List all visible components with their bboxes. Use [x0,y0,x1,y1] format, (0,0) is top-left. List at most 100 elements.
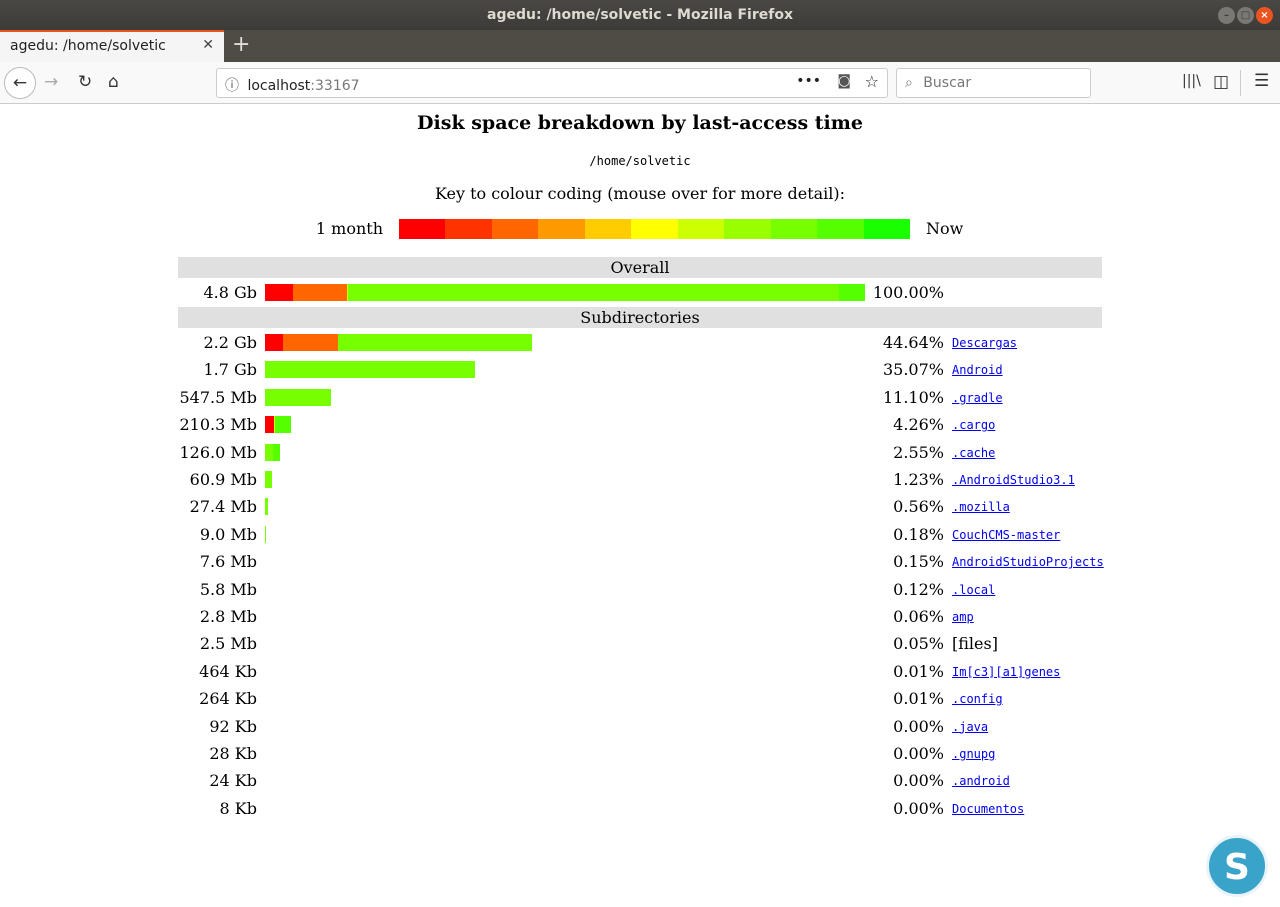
row-pct: 0.12% [893,579,944,599]
row-size: 8 Kb [219,798,257,818]
bar-segment[interactable] [265,471,273,488]
table-row: 464 Kb 0.01% Im[c3][a1]genes [0,662,1280,682]
row-bar[interactable] [265,635,865,652]
bar-segment[interactable] [347,284,349,301]
pocket-icon[interactable]: ◙ [837,73,851,89]
row-pct: 0.18% [893,524,944,544]
directory-link[interactable]: Im[c3][a1]genes [952,664,1061,679]
page-title: Disk space breakdown by last-access time [417,112,863,134]
row-size: 60.9 Mb [189,470,257,489]
key-swatch[interactable] [445,219,492,239]
bar-segment[interactable] [293,284,348,301]
row-size: 92 Kb [209,716,257,736]
bar-segment[interactable] [273,443,281,461]
directory-link[interactable]: .java [952,719,989,734]
row-bar[interactable] [265,443,865,461]
row-bar[interactable] [265,608,865,625]
table-row: 7.6 Mb 0.15% AndroidStudioProjects [0,552,1280,572]
directory-link[interactable]: .mozilla [952,500,1010,515]
home-icon[interactable]: ⌂ [108,72,119,92]
row-bar[interactable] [265,663,865,680]
directory-link[interactable]: Descargas [952,336,1018,350]
overall-bar[interactable] [265,284,865,301]
sidebar-icon[interactable]: ◫ [1213,72,1230,92]
row-bar[interactable] [265,525,865,543]
bar-segment[interactable] [265,334,283,351]
url-bar[interactable]: ⓘ localhost:33167 ••• ◙ ☆ [216,68,888,98]
row-bar[interactable] [265,800,865,817]
row-bar[interactable] [265,718,865,735]
search-input[interactable]: ⌕ Buscar [896,68,1091,98]
directory-link[interactable]: .cache [952,445,996,460]
bar-segment[interactable] [265,284,294,301]
bar-segment[interactable] [275,416,291,434]
close-tab-icon[interactable]: ✕ [202,37,214,53]
search-placeholder: Buscar [923,75,972,91]
directory-link[interactable]: .local [952,582,996,597]
directory-link[interactable]: .cargo [952,418,996,433]
key-swatch[interactable] [399,219,446,239]
key-swatch[interactable] [631,219,678,239]
row-bar[interactable] [265,334,865,351]
row-bar[interactable] [265,745,865,762]
forward-button-icon[interactable]: → [44,72,59,92]
key-swatch[interactable] [724,219,771,239]
menu-icon[interactable]: ☰ [1254,71,1270,91]
row-bar[interactable] [265,772,865,789]
bar-segment[interactable] [265,498,268,516]
maximize-icon[interactable]: □ [1237,7,1254,24]
overall-row: 4.8 Gb 100.00% [0,283,1280,303]
row-bar[interactable] [265,690,865,707]
row-bar[interactable] [265,553,865,570]
bar-segment[interactable] [265,416,274,434]
back-button-icon[interactable]: ← [4,67,36,99]
table-row: 27.4 Mb 0.56% .mozilla [0,497,1280,517]
row-pct: 0.00% [893,771,944,791]
row-bar[interactable] [265,471,865,488]
bar-segment[interactable] [265,443,274,461]
row-pct: 2.55% [893,442,944,462]
minimize-icon[interactable]: – [1218,7,1235,24]
directory-link[interactable]: amp [952,610,974,624]
bookmark-star-icon[interactable]: ☆ [864,72,879,91]
row-bar[interactable] [265,581,865,598]
key-swatch[interactable] [491,219,539,239]
key-swatch[interactable] [584,219,632,239]
directory-link[interactable]: .gradle [952,390,1003,405]
bar-segment[interactable] [348,284,839,301]
new-tab-icon[interactable]: + [232,32,251,57]
close-window-icon[interactable]: × [1256,7,1273,24]
reload-icon[interactable]: ↻ [78,72,93,92]
key-swatch[interactable] [770,219,818,239]
directory-link[interactable]: .android [952,774,1010,789]
key-swatch[interactable] [677,219,725,239]
key-swatch[interactable] [863,219,910,239]
row-pct: 0.15% [893,552,944,572]
row-bar[interactable] [265,361,865,379]
page-actions-icon[interactable]: ••• [796,73,821,89]
library-icon[interactable]: |||\ [1182,73,1201,89]
bar-segment[interactable] [839,284,865,301]
url-port: :33167 [310,78,360,94]
directory-link[interactable]: AndroidStudioProjects [952,555,1104,570]
directory-link[interactable]: .gnupg [952,747,996,761]
row-bar[interactable] [265,388,865,406]
directory-link[interactable]: Android [952,363,1003,378]
directory-link[interactable]: .config [952,692,1003,707]
directory-link[interactable]: Documentos [952,801,1025,816]
bar-segment[interactable] [265,388,331,406]
bar-segment[interactable] [265,361,475,379]
bar-segment[interactable] [338,334,532,351]
directory-link[interactable]: CouchCMS-master [952,527,1061,542]
row-bar[interactable] [265,498,865,516]
tab-active[interactable]: agedu: /home/solvetic ✕ [0,30,224,62]
bar-segment[interactable] [274,416,276,434]
row-bar[interactable] [265,416,865,434]
key-swatch[interactable] [538,219,585,239]
info-icon[interactable]: ⓘ [225,78,239,94]
directory-link[interactable]: .AndroidStudio3.1 [952,473,1075,487]
bar-segment[interactable] [265,525,267,543]
files-label: [files] [952,634,998,654]
key-swatch[interactable] [817,219,864,239]
bar-segment[interactable] [283,334,339,351]
